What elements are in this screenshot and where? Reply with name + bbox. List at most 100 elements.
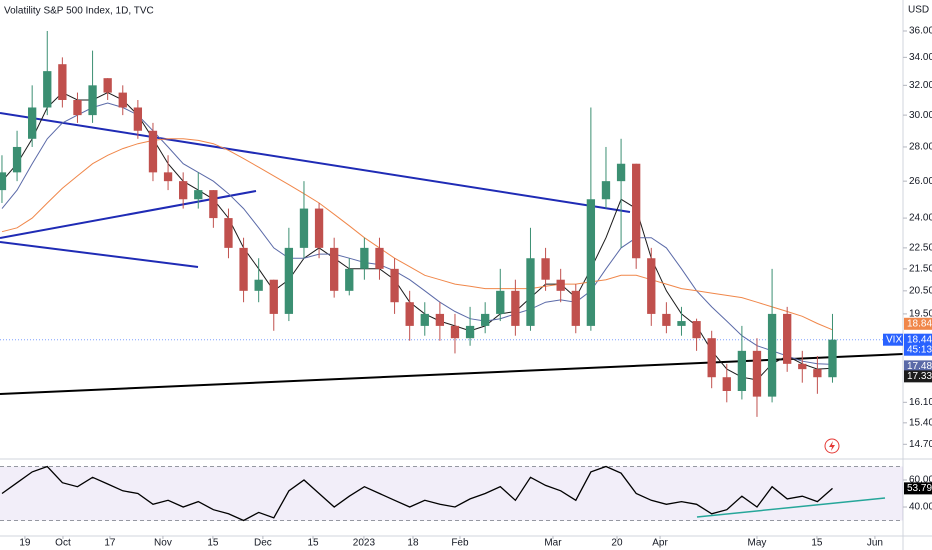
x-tick-label: 15 xyxy=(307,538,319,549)
x-tick-label: Nov xyxy=(154,538,172,549)
y-tick-label: 16.10 xyxy=(909,397,932,408)
rsi-tick-label: 40.00 xyxy=(909,502,932,513)
candle-body xyxy=(722,377,731,391)
x-tick-label: Jun xyxy=(867,538,883,549)
candle-body xyxy=(632,163,641,259)
trend-line xyxy=(0,353,904,395)
candle-body xyxy=(752,350,762,397)
x-tick-label: 20 xyxy=(611,538,623,549)
y-tick-label: 14.70 xyxy=(909,439,932,450)
trend-line xyxy=(0,112,631,213)
candle-body xyxy=(571,290,580,326)
candle-body xyxy=(677,321,686,326)
rsi-tag-text: 53.79 xyxy=(907,483,932,494)
candle-body xyxy=(209,190,218,219)
x-tick-label: 15 xyxy=(207,538,219,549)
candle-body xyxy=(435,313,445,326)
candle-body xyxy=(541,258,550,280)
candle-body xyxy=(58,64,67,100)
ma-tag: 17.33 xyxy=(904,370,932,383)
candle-body xyxy=(616,163,626,182)
candle-body xyxy=(0,172,7,191)
candle-body xyxy=(73,99,82,116)
candle-body xyxy=(601,181,611,200)
candle-body xyxy=(556,279,565,291)
candle-body xyxy=(375,247,384,269)
y-tick-label: 28.00 xyxy=(909,142,932,153)
y-tick-label: 32.00 xyxy=(909,80,932,91)
alert-icon-bolt xyxy=(829,441,835,451)
candle-body xyxy=(330,247,339,291)
ma-tag-text: 17.48 xyxy=(907,361,932,372)
candle-body xyxy=(133,107,143,131)
candle-body xyxy=(360,247,369,269)
candle-body xyxy=(647,258,656,314)
candle-body xyxy=(450,325,460,339)
candle-body xyxy=(813,369,822,378)
candle-body xyxy=(526,258,535,326)
candle-body xyxy=(707,338,716,378)
x-tick-label: 19 xyxy=(19,538,31,549)
candle-body xyxy=(163,172,173,182)
candle-body xyxy=(465,325,475,339)
candle-body xyxy=(420,313,429,326)
ma-tag: 18.84 xyxy=(904,317,932,330)
x-tick-label: 18 xyxy=(407,538,419,549)
candle-body xyxy=(88,85,97,116)
ma-tag-text: 17.33 xyxy=(907,371,932,382)
candle-body xyxy=(390,268,399,303)
candle-body xyxy=(737,350,747,391)
currency-label: USD xyxy=(908,5,929,16)
x-tick-label: 2023 xyxy=(353,538,376,549)
y-tick-label: 26.00 xyxy=(909,176,932,187)
alert-icon xyxy=(824,438,840,454)
rsi-tag: 53.79 xyxy=(904,482,932,495)
symbol-text: VIX xyxy=(886,334,902,345)
candle-body xyxy=(148,130,158,173)
y-tick-label: 20.50 xyxy=(909,285,932,296)
x-tick-label: May xyxy=(748,538,767,549)
last-price-box xyxy=(904,333,932,356)
candle-body xyxy=(314,208,324,248)
countdown-text: 45:13 xyxy=(907,344,932,355)
ma-tag-text: 18.84 xyxy=(907,318,932,329)
y-tick-label: 34.00 xyxy=(909,52,932,63)
y-tick-label: 36.00 xyxy=(909,26,932,37)
candle-body xyxy=(481,313,490,326)
candle-body xyxy=(767,313,777,397)
y-tick-label: 21.50 xyxy=(909,263,932,274)
symbol-box xyxy=(883,333,903,346)
candle-body xyxy=(496,290,505,314)
ma-tag-box xyxy=(904,317,932,330)
x-tick-label: 17 xyxy=(104,538,116,549)
candle-body xyxy=(284,247,294,314)
symbol-tag: VIX xyxy=(883,333,903,346)
y-tick-label: 19.50 xyxy=(909,309,932,320)
candle-body xyxy=(239,247,248,291)
y-tick-label: 15.40 xyxy=(909,417,932,428)
x-tick-label: Dec xyxy=(254,538,272,549)
candle-body xyxy=(511,290,520,326)
candle-body xyxy=(28,107,37,139)
candle-body xyxy=(299,208,309,248)
x-tick-label: 15 xyxy=(811,538,823,549)
candle-body xyxy=(345,268,354,291)
candle-body xyxy=(118,92,127,108)
y-tick-label: 22.50 xyxy=(909,243,932,254)
trend-line xyxy=(0,241,199,268)
candle-body xyxy=(103,78,112,93)
chart-title: Volatility S&P 500 Index, 1D, TVC xyxy=(4,6,154,17)
candle-body xyxy=(692,321,701,339)
rsi-line xyxy=(1,465,833,522)
ma-tag: 17.48 xyxy=(904,360,932,373)
ma-tag-box xyxy=(904,370,932,383)
ma-tag-box xyxy=(904,360,932,373)
candle-body xyxy=(662,313,671,326)
candle-body xyxy=(798,363,807,370)
candle-body xyxy=(43,71,52,108)
rsi-tick-label: 60.00 xyxy=(909,475,932,486)
moving-average xyxy=(1,138,833,331)
candle-body xyxy=(194,190,203,200)
